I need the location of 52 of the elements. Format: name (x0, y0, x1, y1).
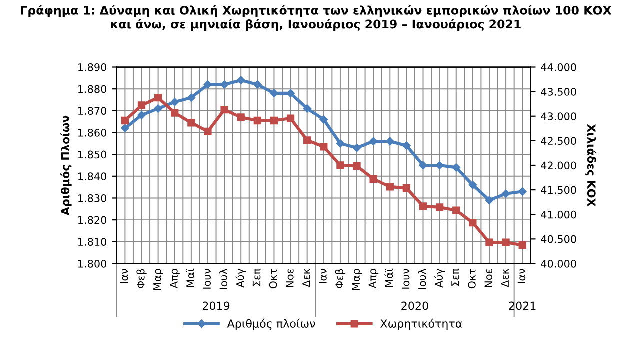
y-tick-label: 1.890 (78, 63, 107, 72)
y2-tick-label: 42.500 (541, 137, 576, 146)
x-tick-label: Νοε (484, 269, 493, 288)
x-tick-label: Απρ (368, 269, 379, 289)
y-tick-label: 1.880 (78, 85, 107, 94)
y-tick-label: 1.800 (78, 260, 107, 268)
x-tick-label: Μάϊ (384, 268, 394, 287)
text: 2020 (402, 302, 428, 310)
y-tick-label: 1.830 (78, 194, 107, 202)
x-tick-label: Ιαν (518, 269, 526, 284)
x-tick-label: Δεκ (501, 268, 510, 288)
y-tick-label: 1.870 (78, 107, 107, 116)
x-tick-label: Νοε (286, 269, 294, 288)
legend-label: Αριθμός πλοίων (227, 318, 316, 330)
x-tick-label: Ιουλ (220, 268, 228, 290)
x-tick-label: Οκτ (468, 269, 476, 289)
y-tick-label: 1.850 (78, 150, 107, 159)
y2-tick-label: 40.500 (541, 235, 576, 244)
x-tick-label: Ιουν (203, 269, 212, 289)
y-axis-title: Αριθμός Πλοίων (60, 116, 72, 216)
x-tick-label: Ιουν (402, 269, 410, 289)
chart-title: Γράφημα 1: Δύναμη και Ολική Χωρητικότητα των ελληνικών εμπορικών πλοίων 100 ΚΟΧ και άνω, σε μηνιαία βάση, Ιανουάριος 2019 – Ιανουάριος 2021 (21, 5, 612, 32)
y2-tick-label: 44.000 (541, 63, 576, 72)
x-tick-label: Δεκ (302, 268, 310, 288)
x-tick-label: Ιαν (120, 269, 128, 284)
x-tick-label: Σεπ (252, 268, 261, 286)
x-tick-label: Φεβ (335, 269, 346, 288)
y-tick-label: 1.860 (78, 128, 107, 137)
x-tick-label: Αύγ (236, 268, 246, 288)
text: 2021 (509, 302, 536, 310)
y-tick-label: 1.840 (78, 172, 107, 181)
y2-tick-label: 41.000 (541, 210, 576, 219)
y2-tick-label: 43.000 (541, 112, 576, 120)
x-tick-label: Φεβ (136, 269, 147, 288)
y-tick-label: 1.820 (78, 216, 107, 224)
x-tick-label: Αύγ (434, 268, 446, 288)
legend-label: Χωρητικότητα (380, 318, 462, 330)
y2-tick-label: 43.500 (541, 88, 576, 96)
x-tick-label: Μαρ (154, 269, 164, 290)
x-tick-label: Σεπ (452, 268, 460, 286)
x-tick-label: Μαρ (352, 269, 362, 290)
x-tick-label: Ιαν (319, 269, 327, 284)
x-tick-label: Μαϊ (186, 268, 194, 287)
y-tick-label: 1.810 (78, 238, 107, 246)
x-tick-label: Απρ (170, 269, 180, 289)
y2-tick-label: 41.500 (541, 186, 576, 194)
y2-tick-label: 40.000 (541, 260, 576, 268)
text: 2019 (202, 302, 230, 310)
x-tick-label: Οκτ (269, 269, 278, 289)
x-tick-label: Ιουλ (418, 268, 426, 290)
y2-axis-title: Χιλιάδες ΚΟΧ (585, 124, 596, 207)
y2-tick-label: 42.000 (541, 162, 576, 170)
